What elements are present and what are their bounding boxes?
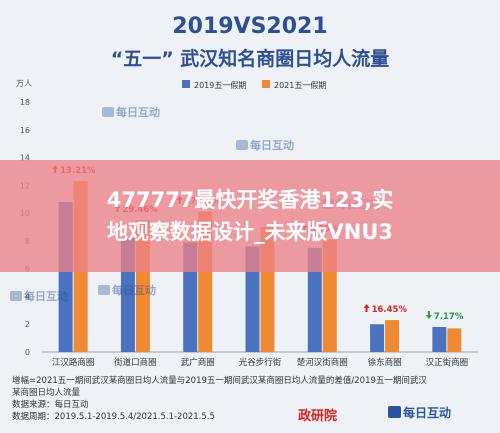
zhengyanyuan-logo: 政研院: [298, 409, 338, 424]
watermark-logo-icon: [236, 140, 248, 150]
watermark-logo-icon: [102, 107, 114, 117]
up-arrow-icon: [363, 304, 370, 313]
x-tick-label: 徐东商圈: [368, 357, 402, 368]
growth-label: 16.45%: [372, 305, 408, 315]
x-tick-label: 楚河汉街商圈: [297, 357, 348, 368]
y-tick-label: 14: [20, 154, 30, 163]
legend-label: 2019五一假期: [194, 81, 246, 90]
watermark-logo-icon: [10, 291, 22, 301]
watermark-5: 每日互动: [10, 288, 68, 304]
y-axis-unit: 万人: [16, 79, 32, 88]
footnote-period: 数据周期：2019.5.1-2019.5.4/2021.5.1-2021.5.5: [12, 412, 215, 422]
meiri-hudong-logo: 每日互动: [388, 404, 451, 421]
bar: [432, 327, 447, 352]
legend-swatch: [182, 80, 190, 88]
y-tick-label: 18: [20, 98, 30, 107]
footnote-source: 数据来源：每日互动: [12, 400, 89, 410]
chart-title: “五一” 武汉知名商圈日均人流量: [110, 48, 390, 70]
y-tick-label: 4: [25, 292, 30, 301]
footnote-line-2: 某商圈日均人流量: [12, 388, 81, 398]
footnote-line-1: 增幅=2021五一期间武汉某商圈日均人流量与2019五一期间武汉某商圈日均人流量…: [12, 376, 427, 386]
legend-label: 2021五一假期: [274, 81, 326, 90]
y-tick-label: 16: [20, 126, 30, 135]
y-tick-label: 2: [25, 320, 30, 329]
brand-logo-icon: [388, 406, 401, 418]
x-tick-label: 街道口商圈: [114, 357, 157, 368]
down-arrow-icon: [425, 311, 432, 319]
watermark-3: 每日互动: [98, 282, 156, 298]
overlay-line-2: 地观察数据设计_未来版VNU3: [107, 220, 393, 244]
bar: [245, 246, 260, 352]
legend-swatch: [262, 80, 270, 88]
watermark-2: 每日互动: [236, 137, 294, 153]
y-tick-label: 0: [25, 348, 30, 357]
x-tick-label: 武广商圈: [181, 357, 215, 368]
watermark-1: 每日互动: [102, 104, 160, 120]
chart-title-year: 2019VS2021: [172, 14, 328, 39]
bar: [370, 324, 385, 352]
watermark-logo-icon: [98, 285, 110, 295]
growth-label: 7.17%: [434, 312, 464, 322]
bar: [385, 320, 400, 352]
x-tick-label: 光谷步行街: [239, 357, 282, 368]
x-tick-label: 江汉路商圈: [52, 357, 95, 368]
overlay-line-1: 477777最快开奖香港123,实: [106, 188, 394, 212]
bar: [447, 328, 462, 352]
bar: [307, 247, 322, 352]
promo-overlay: 477777最快开奖香港123,实 地观察数据设计_未来版VNU3: [0, 160, 500, 272]
x-tick-label: 汉正街商圈: [426, 357, 469, 368]
